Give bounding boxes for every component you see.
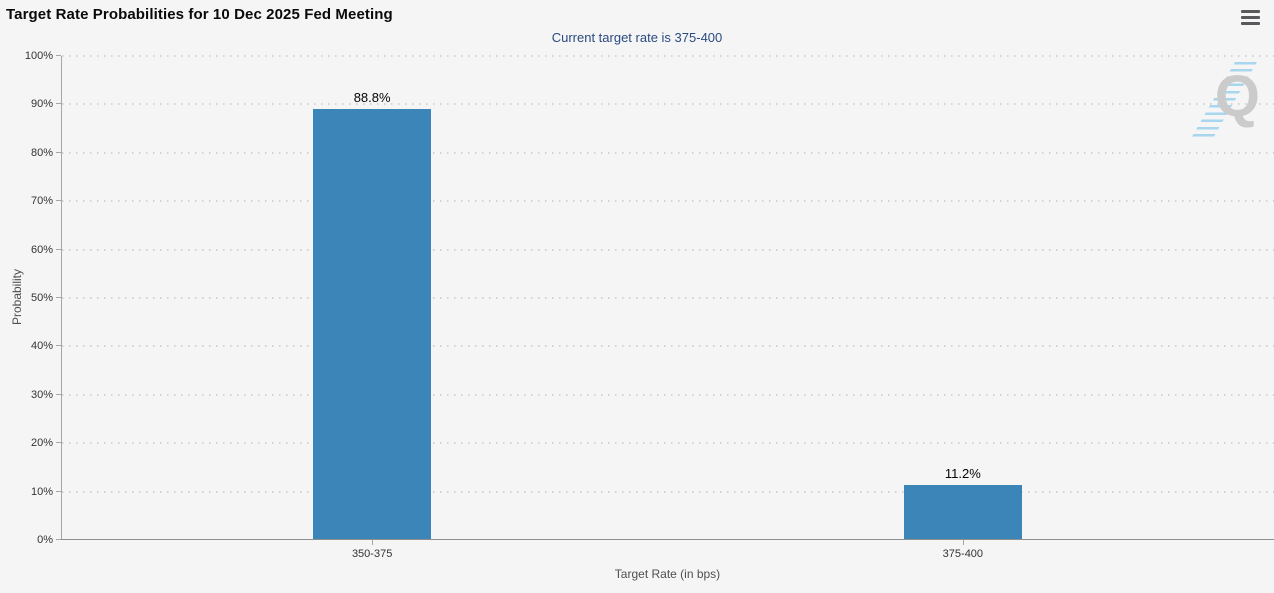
y-tick-label: 20%: [30, 437, 53, 450]
x-axis-title: Target Rate (in bps): [614, 567, 721, 581]
hamburger-icon: [1241, 22, 1260, 25]
quikstrike-watermark: Q: [1188, 60, 1260, 146]
y-tick: [56, 345, 61, 347]
plot-area: Q 0% 10% 20% 30% 40% 50% 60% 70% 80% 90% 100% 88.8%…: [25, 50, 1274, 560]
category-label: 375-400: [942, 548, 984, 560]
y-tick: [56, 539, 61, 540]
chart-title: Target Rate Probabilities for 10 Dec 202…: [6, 6, 393, 23]
gridline: [62, 200, 1274, 203]
category-label: 350-375: [351, 548, 393, 560]
y-tick-label: 10%: [30, 485, 53, 498]
y-tick: [56, 248, 61, 250]
gridline: [62, 297, 1274, 299]
probability-bar[interactable]: [313, 109, 432, 539]
bar-value-label: 11.2%: [944, 465, 981, 481]
hamburger-menu-button[interactable]: [1241, 10, 1260, 25]
y-tick-label: 90%: [30, 98, 53, 111]
y-tick: [56, 297, 61, 298]
gridline: [62, 151, 1274, 154]
hamburger-icon: [1241, 10, 1260, 13]
x-tick: [962, 540, 964, 545]
y-tick: [56, 55, 61, 56]
gridline: [62, 490, 1274, 493]
gridline: [62, 345, 1274, 348]
y-tick: [56, 200, 61, 202]
y-tick-label: 70%: [30, 195, 53, 208]
x-tick: [372, 540, 374, 545]
quikstrike-q-logo: Q: [1214, 64, 1260, 129]
gridline: [62, 55, 1274, 57]
bar-value-label: 88.8%: [353, 90, 391, 106]
gridline: [62, 393, 1274, 396]
gridline: [62, 248, 1274, 251]
gridline: [62, 103, 1274, 106]
chart-subtitle: Current target rate is 375-400: [551, 30, 723, 45]
hamburger-icon: [1241, 16, 1260, 19]
y-tick-label: 80%: [30, 146, 53, 159]
y-tick: [56, 103, 61, 105]
y-tick-label: 60%: [30, 243, 53, 256]
y-tick-label: 40%: [30, 340, 53, 353]
y-tick-label: 30%: [30, 388, 53, 401]
y-tick-label: 50%: [30, 292, 53, 304]
y-axis-line: [61, 56, 62, 540]
y-tick: [56, 151, 61, 153]
y-tick: [56, 490, 61, 492]
probability-bar[interactable]: [903, 484, 1022, 539]
y-tick-label: 100%: [24, 50, 53, 62]
x-axis-line: [61, 539, 1274, 540]
y-tick: [56, 442, 61, 444]
gridline: [62, 442, 1274, 445]
y-tick: [56, 393, 61, 395]
y-tick-label: 0%: [37, 534, 53, 546]
